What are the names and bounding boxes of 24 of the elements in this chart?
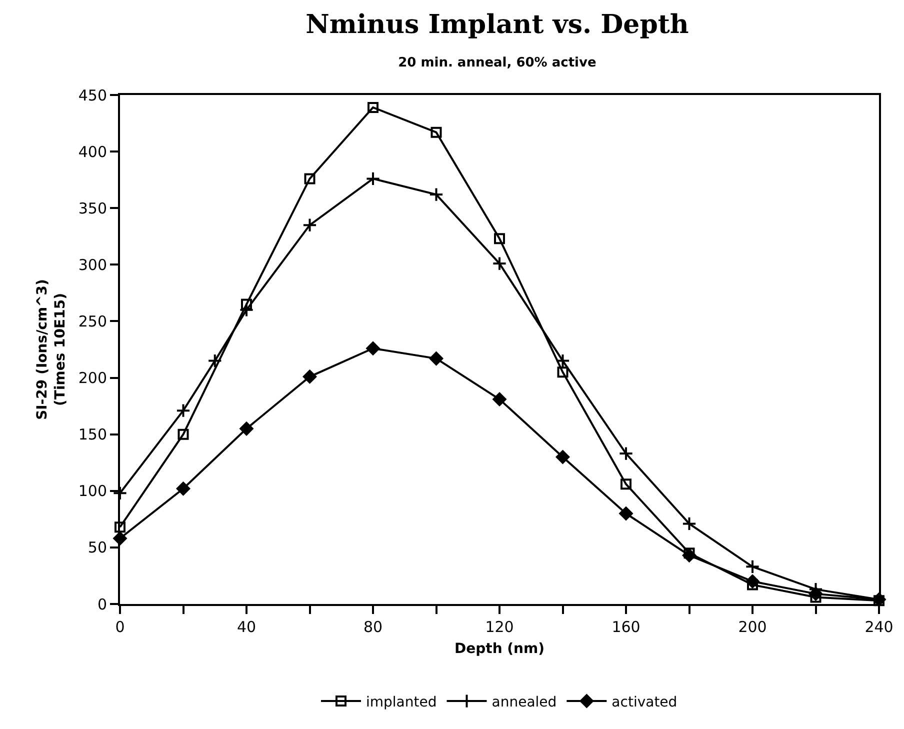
y-tick-label: 450	[78, 86, 107, 104]
x-tick-label: 40	[236, 618, 256, 636]
x-tick-label: 120	[485, 618, 514, 636]
y-tick-label: 350	[78, 199, 107, 218]
chart-title: Nminus Implant vs. Depth	[306, 10, 689, 40]
y-tick-label: 250	[78, 312, 107, 330]
y-tick-label: 0	[97, 595, 107, 614]
x-tick-label: 240	[864, 618, 894, 636]
y-tick-label: 400	[78, 142, 107, 161]
y-tick-label: 300	[78, 256, 107, 274]
x-tick-label: 0	[115, 618, 125, 636]
y-tick-label: 100	[78, 482, 107, 500]
y-axis-title: SI-29 (Ions/cm^3) (Times 10E15)	[34, 279, 68, 420]
x-tick-label: 80	[363, 618, 383, 636]
chart-subtitle: 20 min. anneal, 60% active	[398, 56, 596, 71]
x-axis-title: Depth (nm)	[454, 640, 545, 657]
y-tick-label: 200	[78, 369, 107, 388]
legend-label: annealed	[492, 694, 557, 710]
legend-label: activated	[612, 694, 678, 710]
y-tick-label: 150	[78, 426, 107, 444]
x-tick-label: 200	[738, 618, 767, 636]
y-tick-label: 50	[88, 538, 107, 557]
legend-label: implanted	[366, 694, 437, 710]
x-tick-label: 160	[612, 618, 640, 636]
